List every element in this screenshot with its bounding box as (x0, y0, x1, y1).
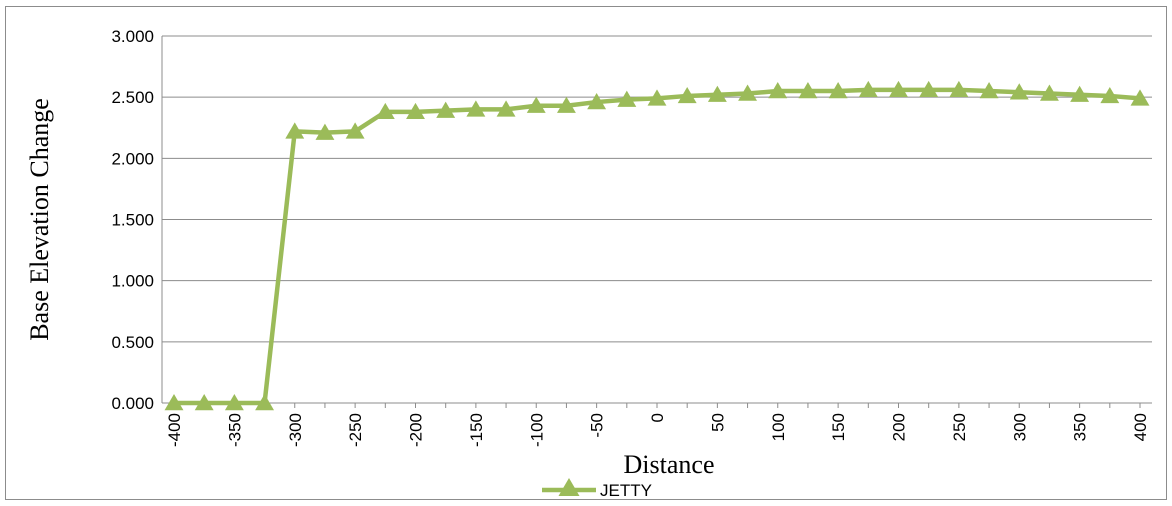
data-point (647, 89, 667, 106)
data-point (768, 82, 788, 99)
x-tick-label: 150 (829, 413, 848, 441)
data-point (466, 100, 486, 117)
data-point (1130, 89, 1150, 106)
x-axis-title: Distance (624, 450, 715, 479)
data-point (406, 102, 425, 120)
y-tick-label: 2.500 (111, 88, 154, 107)
x-tick-label: -150 (467, 413, 486, 447)
gridlines (162, 35, 1152, 343)
data-point (315, 123, 335, 140)
data-point (1100, 86, 1120, 104)
data-point (1039, 84, 1059, 101)
x-tick-label: -350 (225, 413, 244, 447)
y-tick-label: 0.000 (111, 394, 154, 413)
x-tick-label: 100 (769, 413, 788, 441)
data-point (677, 86, 697, 104)
x-tick-label: 50 (708, 413, 727, 432)
x-tick-label: 400 (1131, 413, 1150, 441)
data-point (436, 101, 456, 118)
y-axis-tick-labels: 0.000 0.500 1.000 1.500 2.000 2.500 3.000 (111, 27, 154, 413)
data-point (194, 394, 214, 411)
chart-area: 0.000 0.500 1.000 1.500 2.000 2.500 3.000 -400… (5, 6, 1167, 500)
data-point (828, 82, 848, 99)
data-point (707, 85, 727, 102)
data-point (255, 394, 275, 411)
y-axis-title: Base Elevation Change (25, 98, 54, 341)
y-tick-label: 2.000 (111, 149, 154, 168)
data-point (858, 80, 878, 98)
y-tick-label: 1.000 (111, 272, 154, 291)
x-tick-label: 350 (1071, 413, 1090, 441)
data-point (738, 84, 758, 101)
x-tick-label: -400 (165, 413, 184, 447)
data-point (526, 96, 546, 113)
y-tick-label: 3.000 (111, 27, 154, 46)
legend-triangle-icon (558, 478, 580, 496)
legend: JETTY (542, 478, 652, 499)
data-point (496, 100, 516, 117)
data-point (949, 80, 969, 98)
data-point (375, 102, 395, 120)
legend-label-jetty: JETTY (600, 481, 652, 499)
x-axis-tick-labels: -400 -350 -300 -250 -200 -150 -100 -50 0 50 100 150… (165, 413, 1150, 447)
x-tick-label: -50 (588, 413, 607, 438)
x-tick-label: 0 (648, 413, 667, 422)
x-tick-label: -100 (527, 413, 546, 447)
x-tick-label: 200 (890, 413, 909, 441)
x-tick-label: 300 (1010, 413, 1029, 441)
data-point (587, 93, 607, 110)
data-point (345, 122, 365, 139)
y-tick-label: 0.500 (111, 333, 154, 352)
data-point (798, 82, 818, 99)
line-chart: 0.000 0.500 1.000 1.500 2.000 2.500 3.000 -400… (25, 27, 1152, 499)
data-point (919, 80, 939, 98)
data-point (1009, 83, 1029, 100)
x-tick-label: -250 (346, 413, 365, 447)
data-point (979, 82, 999, 99)
data-point (889, 80, 908, 98)
x-tick-label: 250 (950, 413, 969, 441)
series-jetty (164, 80, 1150, 411)
data-point (556, 96, 576, 113)
data-point (164, 394, 184, 411)
data-point (224, 394, 244, 411)
data-point (1070, 85, 1090, 102)
x-tick-label: -300 (286, 413, 305, 447)
data-point (617, 90, 637, 107)
y-tick-label: 1.500 (111, 211, 154, 230)
data-point (285, 122, 305, 139)
x-tick-label: -200 (407, 413, 426, 447)
